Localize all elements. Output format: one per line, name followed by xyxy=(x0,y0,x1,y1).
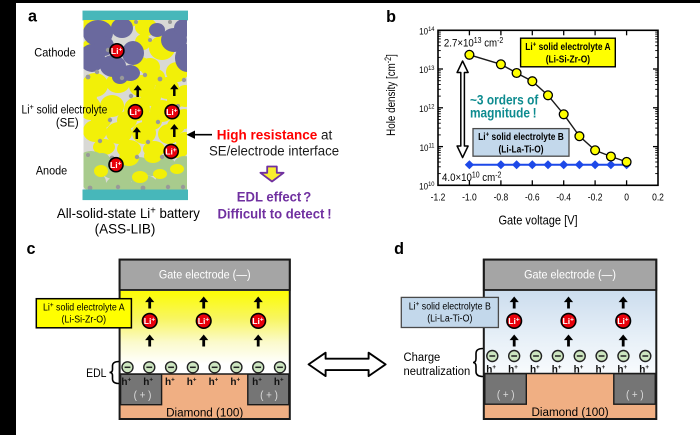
svg-text:Li+: Li+ xyxy=(563,316,575,326)
svg-text:Li+: Li+ xyxy=(617,316,629,326)
svg-text:-0.4: -0.4 xyxy=(556,192,571,203)
svg-text:Li+: Li+ xyxy=(166,107,178,117)
svg-text:Charge: Charge xyxy=(404,351,441,365)
svg-text:-0.6: -0.6 xyxy=(525,192,540,203)
svg-text:1013​: 1013​ xyxy=(419,64,435,75)
svg-text:b: b xyxy=(386,7,396,26)
svg-text:h+: h+ xyxy=(121,377,131,388)
svg-text:magnitude!: magnitude! xyxy=(470,105,537,121)
svg-text:(Li-Si-Zr-O): (Li-Si-Zr-O) xyxy=(62,314,107,326)
svg-text:a: a xyxy=(28,6,38,25)
svg-text:Li+ solid electrolyte B: Li+ solid electrolyte B xyxy=(409,301,491,313)
svg-text:Gate electrode (—): Gate electrode (—) xyxy=(159,269,251,282)
svg-text:(Li-La-Ti-O): (Li-La-Ti-O) xyxy=(427,313,472,325)
svg-text:Diamond (100): Diamond (100) xyxy=(531,405,608,419)
svg-text:h+: h+ xyxy=(574,364,584,375)
svg-text:All-solid-state Li+ battery: All-solid-state Li+ battery xyxy=(57,205,200,221)
svg-text:( + ): ( + ) xyxy=(134,389,152,402)
svg-text:h+: h+ xyxy=(486,364,496,375)
svg-text:(ASS-LIB): (ASS-LIB) xyxy=(95,222,156,237)
svg-text:-0.8: -0.8 xyxy=(494,192,509,203)
svg-text:0.2: 0.2 xyxy=(652,192,664,203)
svg-text:d: d xyxy=(394,239,404,258)
svg-text:h+: h+ xyxy=(508,364,518,375)
svg-text:Li+: Li+ xyxy=(252,316,264,326)
svg-text:Li+: Li+ xyxy=(508,316,520,326)
svg-text:Gate electrode (—): Gate electrode (—) xyxy=(524,269,616,282)
svg-text:h+: h+ xyxy=(530,364,540,375)
svg-text:neutralization: neutralization xyxy=(404,365,471,379)
svg-text:Li+ solid electrolyte A: Li+ solid electrolyte A xyxy=(43,302,125,314)
svg-text:Li+ solid electrolyte B: Li+ solid electrolyte B xyxy=(478,131,564,143)
svg-text:Li+: Li+ xyxy=(165,147,177,157)
svg-text:EDL: EDL xyxy=(86,367,106,380)
svg-text:( + ): ( + ) xyxy=(626,388,644,401)
svg-text:h+: h+ xyxy=(639,364,649,375)
svg-text:h+: h+ xyxy=(596,364,606,375)
svg-text:Li+: Li+ xyxy=(129,107,141,117)
svg-text:1012​: 1012​ xyxy=(419,103,435,114)
svg-text:(Li-Si-Zr-O): (Li-Si-Zr-O) xyxy=(546,54,590,66)
svg-text:4.0×1010 cm-2​: 4.0×1010 cm-2​ xyxy=(442,170,501,184)
svg-text:h+: h+ xyxy=(209,377,219,388)
svg-text:Difficult to detect!: Difficult to detect! xyxy=(217,206,331,221)
svg-text:1014​: 1014​ xyxy=(419,26,435,37)
svg-text:( + ): ( + ) xyxy=(497,388,515,401)
svg-text:( + ): ( + ) xyxy=(260,389,278,402)
svg-text:EDL effect?: EDL effect? xyxy=(237,189,311,204)
svg-text:Li+: Li+ xyxy=(144,316,156,326)
svg-text:2.7×1013 cm-2​: 2.7×1013 cm-2​ xyxy=(444,35,503,49)
svg-text:Diamond (100): Diamond (100) xyxy=(166,405,243,419)
svg-text:(Li-La-Ti-O): (Li-La-Ti-O) xyxy=(498,144,543,156)
svg-text:0: 0 xyxy=(624,192,629,203)
svg-text:h+: h+ xyxy=(165,377,175,388)
svg-text:SE/electrode interface: SE/electrode interface xyxy=(209,143,339,158)
svg-text:h+: h+ xyxy=(187,377,197,388)
svg-text:-1.2: -1.2 xyxy=(431,192,446,203)
svg-text:h+: h+ xyxy=(552,364,562,375)
svg-text:c: c xyxy=(27,239,36,258)
svg-text:h+: h+ xyxy=(617,364,627,375)
svg-text:Li+: Li+ xyxy=(111,46,123,56)
svg-text:~3 orders of: ~3 orders of xyxy=(470,92,539,108)
svg-text:Li+: Li+ xyxy=(198,316,210,326)
svg-text:1011​: 1011​ xyxy=(420,142,435,153)
svg-text:h+: h+ xyxy=(274,377,284,388)
svg-text:Hole density [cm-2]: Hole density [cm-2] xyxy=(383,54,398,136)
svg-text:Gate voltage [V]: Gate voltage [V] xyxy=(498,212,577,227)
svg-text:(SE): (SE) xyxy=(56,116,79,129)
svg-text:h+: h+ xyxy=(252,377,262,388)
svg-text:h+: h+ xyxy=(230,377,240,388)
svg-text:Cathode: Cathode xyxy=(34,47,75,59)
svg-text:High resistance at: High resistance at xyxy=(217,128,333,143)
svg-text:1010​: 1010​ xyxy=(419,181,435,192)
svg-text:-1.0: -1.0 xyxy=(462,192,477,203)
svg-text:h+: h+ xyxy=(143,377,153,388)
svg-text:Li+: Li+ xyxy=(110,160,122,170)
svg-text:Anode: Anode xyxy=(36,165,67,177)
svg-text:Li+ solid electrolyte: Li+ solid electrolyte xyxy=(22,102,108,117)
svg-text:-0.2: -0.2 xyxy=(588,192,603,203)
svg-text:Li+ solid electrolyte A: Li+ solid electrolyte A xyxy=(525,41,610,53)
